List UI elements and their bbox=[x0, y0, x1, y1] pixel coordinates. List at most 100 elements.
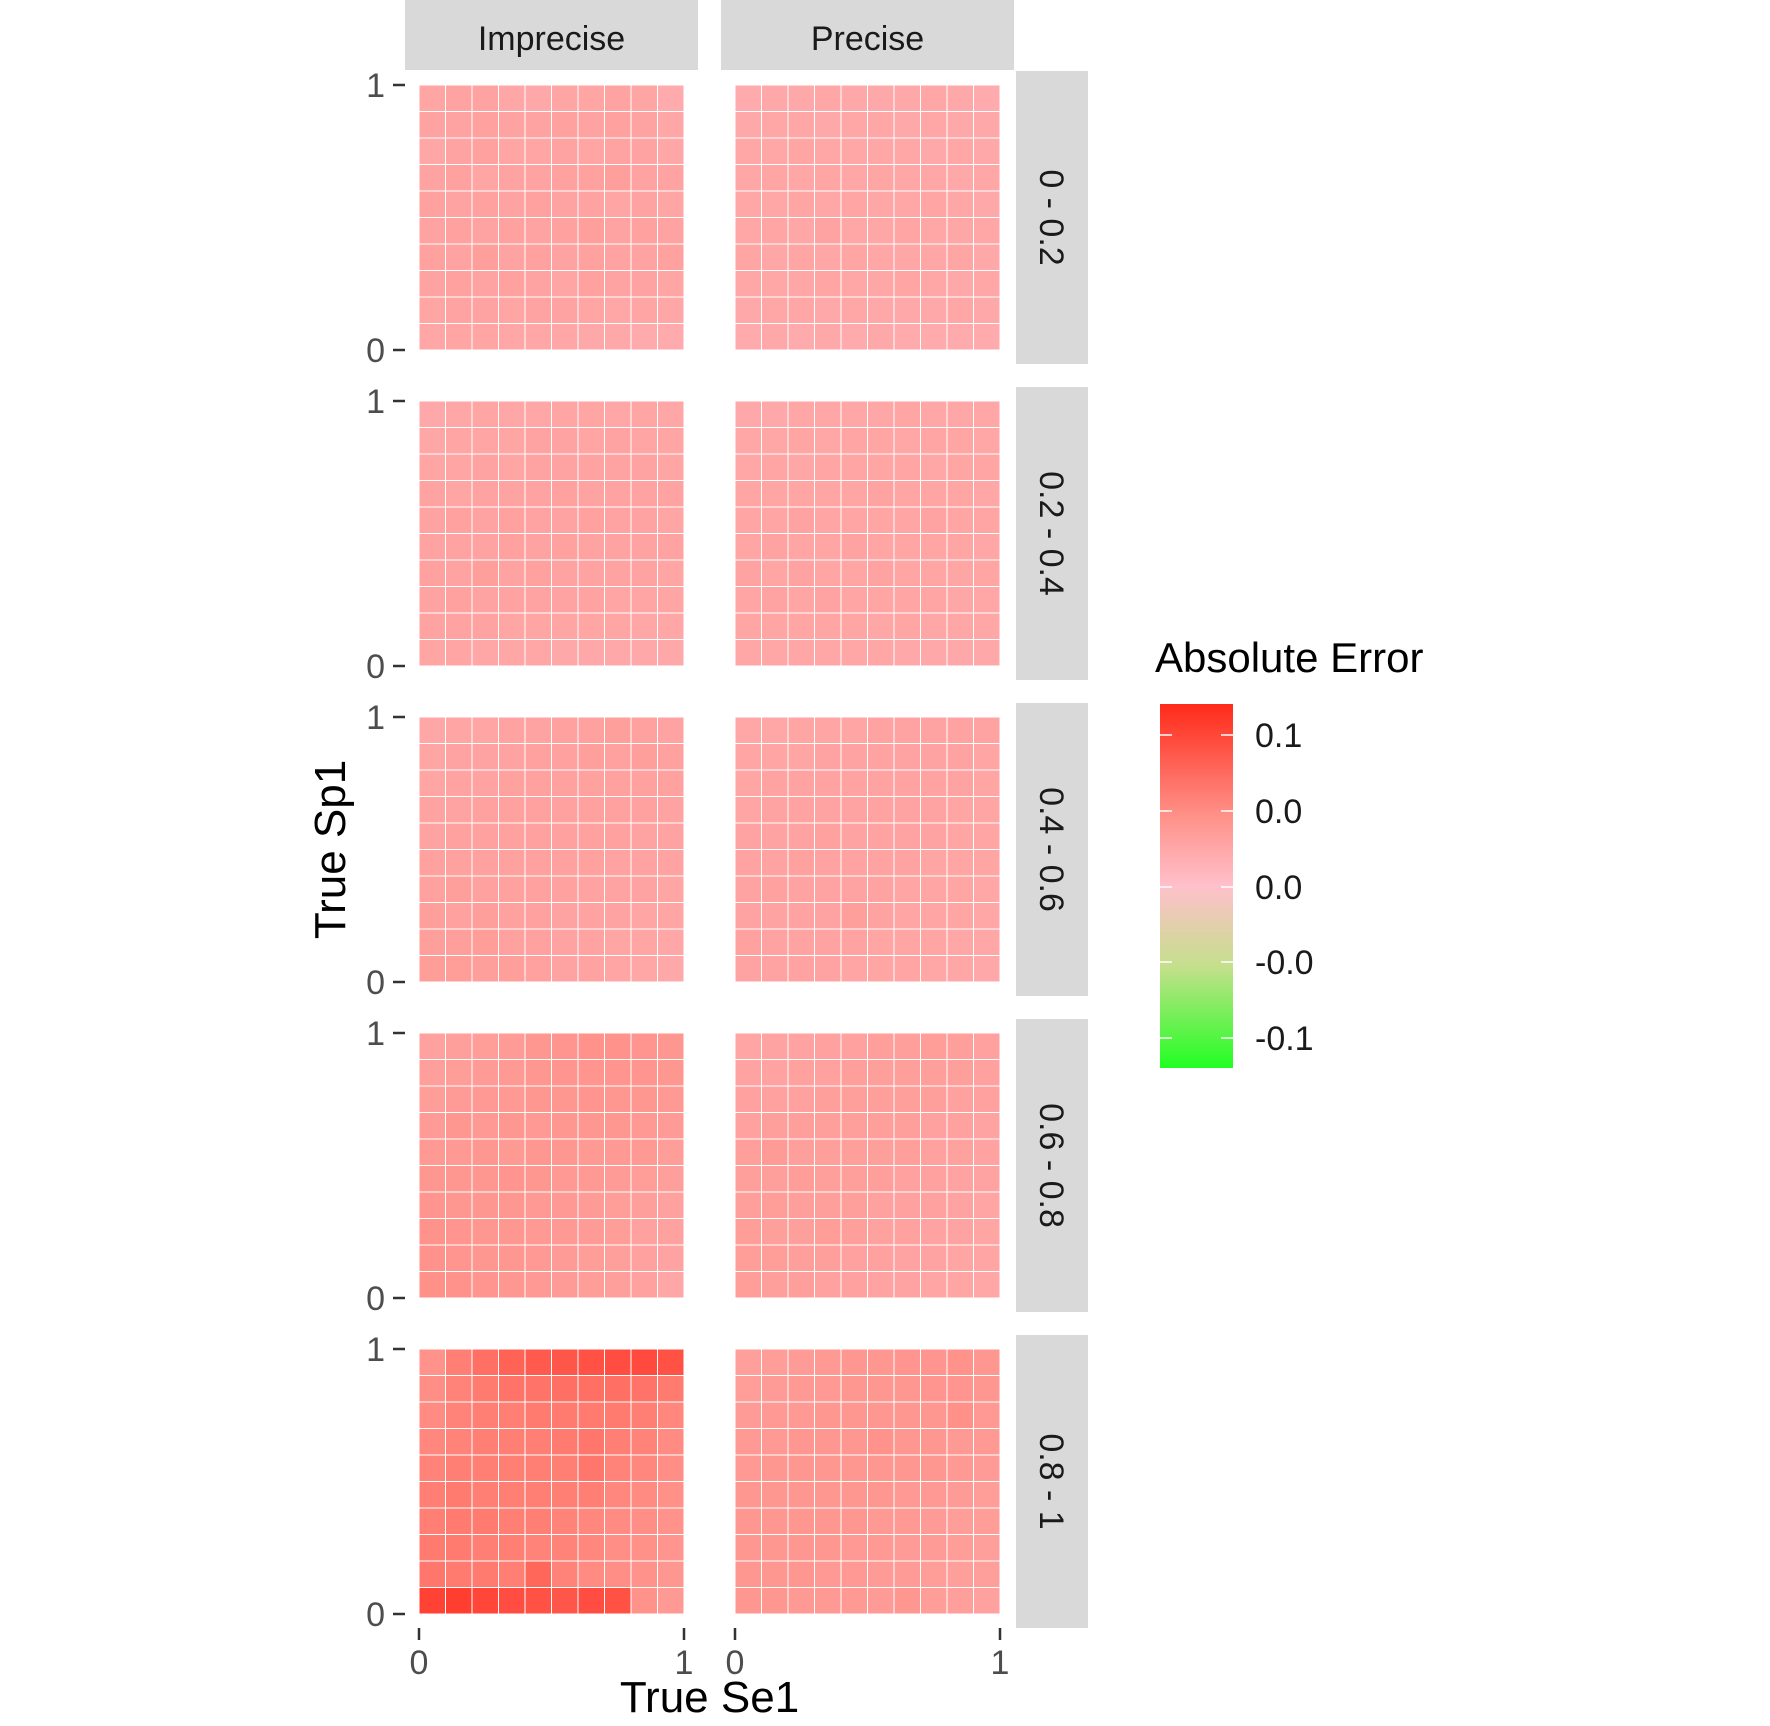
legend-label-3: 0.0 bbox=[1255, 869, 1302, 907]
heatmap-cell bbox=[471, 506, 499, 534]
heatmap-cell bbox=[734, 902, 762, 930]
heatmap-cell bbox=[604, 1534, 632, 1562]
heatmap-cell bbox=[973, 743, 1001, 771]
heatmap-cell bbox=[524, 427, 552, 455]
y-tick-label: 1 bbox=[366, 1331, 385, 1369]
heatmap-cell bbox=[867, 612, 895, 640]
heatmap-cell bbox=[418, 533, 446, 561]
heatmap-cell bbox=[551, 1059, 579, 1087]
heatmap-cell bbox=[445, 190, 473, 218]
heatmap-cell bbox=[471, 849, 499, 877]
heatmap-cell bbox=[577, 1032, 605, 1060]
heatmap-cell bbox=[630, 243, 658, 271]
heatmap-cell bbox=[498, 902, 526, 930]
heatmap-cell bbox=[946, 743, 974, 771]
heatmap-cell bbox=[604, 1059, 632, 1087]
heatmap-cell bbox=[920, 1218, 948, 1246]
heatmap-cell bbox=[418, 1481, 446, 1509]
heatmap-cell bbox=[946, 427, 974, 455]
heatmap-cell bbox=[893, 270, 921, 298]
heatmap-cell bbox=[867, 849, 895, 877]
heatmap-cell bbox=[761, 1481, 789, 1509]
heatmap-cell bbox=[551, 400, 579, 428]
heatmap-cell bbox=[498, 1059, 526, 1087]
heatmap-cell bbox=[630, 164, 658, 192]
heatmap-cell bbox=[867, 955, 895, 983]
heatmap-cell bbox=[787, 1218, 815, 1246]
heatmap-cell bbox=[973, 586, 1001, 614]
heatmap-cell bbox=[498, 559, 526, 587]
heatmap-cell bbox=[604, 1587, 632, 1615]
heatmap-cell bbox=[604, 1348, 632, 1376]
heatmap-cell bbox=[840, 111, 868, 139]
heatmap-cell bbox=[577, 769, 605, 797]
heatmap-cell bbox=[761, 902, 789, 930]
heatmap-cell bbox=[867, 1059, 895, 1087]
heatmap-cell bbox=[498, 1244, 526, 1272]
heatmap-cell bbox=[551, 796, 579, 824]
heatmap-cell bbox=[418, 1138, 446, 1166]
heatmap-cell bbox=[524, 533, 552, 561]
heatmap-cell bbox=[577, 1454, 605, 1482]
heatmap-cell bbox=[418, 928, 446, 956]
heatmap-cell bbox=[787, 1348, 815, 1376]
heatmap-cell bbox=[445, 84, 473, 112]
heatmap-cell bbox=[551, 1401, 579, 1429]
heatmap-cell bbox=[498, 480, 526, 508]
heatmap-cell bbox=[761, 1401, 789, 1429]
heatmap-cell bbox=[814, 1059, 842, 1087]
x-tick-label: 0 bbox=[726, 1644, 745, 1682]
heatmap-cell bbox=[551, 1587, 579, 1615]
heatmap-cell bbox=[630, 1085, 658, 1113]
heatmap-cell bbox=[761, 1244, 789, 1272]
heatmap-cell bbox=[946, 559, 974, 587]
heatmap-cell bbox=[893, 1428, 921, 1456]
heatmap-cell bbox=[498, 822, 526, 850]
heatmap-cell bbox=[973, 506, 1001, 534]
heatmap-cell bbox=[734, 1587, 762, 1615]
heatmap-cell bbox=[920, 796, 948, 824]
heatmap-cell bbox=[577, 533, 605, 561]
heatmap-cell bbox=[814, 559, 842, 587]
heatmap-cell bbox=[630, 1348, 658, 1376]
heatmap-cell bbox=[734, 480, 762, 508]
heatmap-cell bbox=[840, 796, 868, 824]
heatmap-cell bbox=[973, 769, 1001, 797]
heatmap-cell bbox=[761, 1218, 789, 1246]
heatmap-cell bbox=[445, 849, 473, 877]
heatmap-cell bbox=[867, 84, 895, 112]
heatmap-cell bbox=[577, 243, 605, 271]
heatmap-cell bbox=[498, 506, 526, 534]
heatmap-cell bbox=[418, 480, 446, 508]
heatmap-cell bbox=[604, 506, 632, 534]
heatmap-cell bbox=[551, 743, 579, 771]
heatmap-cell bbox=[787, 612, 815, 640]
heatmap-cell bbox=[551, 533, 579, 561]
heatmap-cell bbox=[445, 1165, 473, 1193]
heatmap-cell bbox=[551, 137, 579, 165]
heatmap-cell bbox=[867, 533, 895, 561]
heatmap-cell bbox=[498, 323, 526, 351]
heatmap-cell bbox=[920, 955, 948, 983]
heatmap-cell bbox=[577, 1375, 605, 1403]
heatmap-cell bbox=[577, 955, 605, 983]
heatmap-cell bbox=[418, 1534, 446, 1562]
heatmap-cell bbox=[814, 1534, 842, 1562]
heatmap-cell bbox=[418, 296, 446, 324]
heatmap-cell bbox=[761, 1032, 789, 1060]
heatmap-cell bbox=[657, 1534, 685, 1562]
heatmap-cell bbox=[657, 822, 685, 850]
heatmap-cell bbox=[761, 453, 789, 481]
heatmap-cell bbox=[946, 1534, 974, 1562]
heatmap-cell bbox=[471, 243, 499, 271]
heatmap-cell bbox=[630, 1112, 658, 1140]
heatmap-cell bbox=[604, 849, 632, 877]
heatmap-cell bbox=[973, 243, 1001, 271]
heatmap-cell bbox=[840, 323, 868, 351]
heatmap-cell bbox=[657, 928, 685, 956]
heatmap-cell bbox=[946, 137, 974, 165]
heatmap-cell bbox=[657, 875, 685, 903]
heatmap-cell bbox=[946, 1165, 974, 1193]
heatmap-cell bbox=[471, 955, 499, 983]
heatmap-cell bbox=[418, 164, 446, 192]
